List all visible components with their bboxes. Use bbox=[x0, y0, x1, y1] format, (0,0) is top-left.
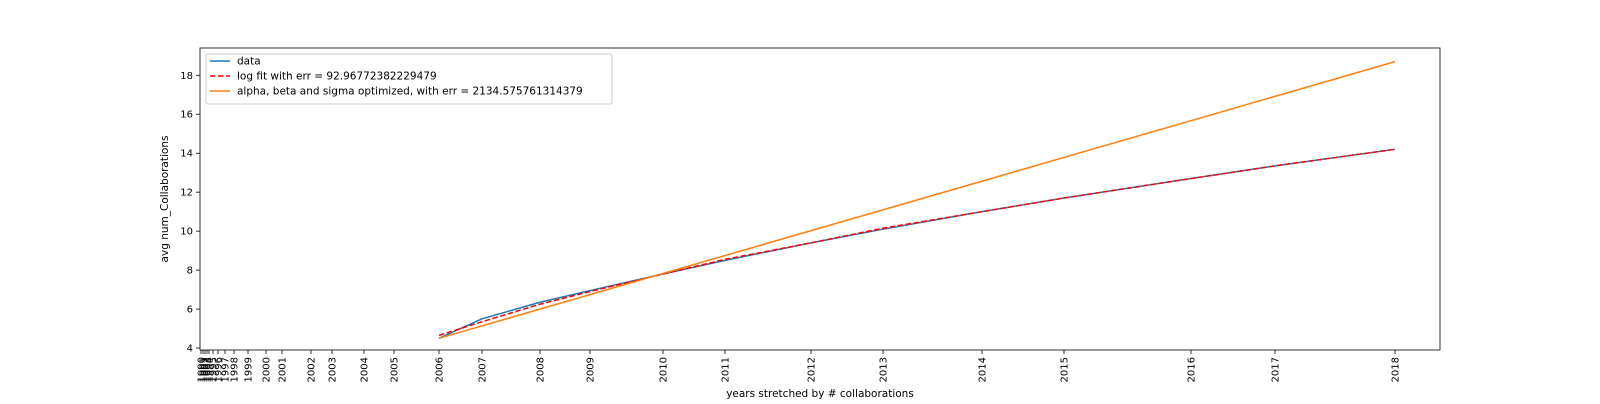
x-tick-label: 1998 bbox=[230, 357, 241, 382]
x-tick-label: 2012 bbox=[807, 357, 818, 382]
y-tick-label: 6 bbox=[187, 305, 193, 316]
x-tick-label: 2004 bbox=[360, 357, 371, 382]
x-tick-label: 2010 bbox=[659, 357, 670, 382]
x-tick-label: 2005 bbox=[390, 357, 401, 382]
y-tick-label: 4 bbox=[187, 344, 193, 355]
x-tick-label: 2017 bbox=[1271, 357, 1282, 382]
x-tick-label: 2015 bbox=[1060, 357, 1071, 382]
x-tick-label: 2006 bbox=[435, 357, 446, 382]
x-tick-label: 2018 bbox=[1391, 357, 1402, 382]
y-axis: 4 6 8 10 12 14 16 18 bbox=[180, 71, 200, 355]
x-tick-label: 1995 bbox=[209, 357, 220, 382]
legend-label-1: log fit with err = 92.96772382229479 bbox=[237, 71, 437, 83]
legend: data log fit with err = 92.96772382229479… bbox=[205, 53, 613, 105]
x-tick-label: 2003 bbox=[328, 357, 339, 382]
x-tick-label: 2016 bbox=[1187, 357, 1198, 382]
series-line-1 bbox=[438, 148, 1396, 337]
legend-box bbox=[205, 53, 613, 105]
x-tick-label: 2013 bbox=[879, 357, 890, 382]
x-tick-label: 2000 bbox=[262, 357, 273, 382]
x-tick-label: 2001 bbox=[278, 357, 289, 382]
x-tick-label: 2002 bbox=[307, 357, 318, 382]
y-tick-label: 8 bbox=[187, 266, 193, 277]
x-tick-label: 1992 bbox=[201, 357, 212, 382]
x-axis-title: years stretched by # collaborations bbox=[726, 388, 914, 400]
y-tick-label: 18 bbox=[180, 71, 193, 82]
x-tick-label: 2011 bbox=[721, 357, 732, 382]
x-tick-label: 2009 bbox=[586, 357, 597, 382]
y-axis-title: avg num_Collaborations bbox=[159, 136, 171, 263]
legend-label-2: alpha, beta and sigma optimized, with er… bbox=[237, 86, 583, 98]
y-tick-label: 14 bbox=[180, 149, 193, 160]
y-tick-label: 10 bbox=[180, 227, 193, 238]
x-tick-label: 1999 bbox=[244, 357, 255, 382]
series-layer bbox=[438, 60, 1396, 340]
y-tick-label: 12 bbox=[180, 188, 193, 199]
series-line-2 bbox=[438, 60, 1396, 340]
x-tick-label: 2007 bbox=[478, 357, 489, 382]
x-tick-label: 1990 bbox=[197, 357, 208, 382]
x-tick-label: 1991 bbox=[199, 357, 210, 382]
x-tick-label: 1996 bbox=[214, 357, 225, 382]
x-tick-label: 1997 bbox=[221, 357, 232, 382]
legend-label-0: data bbox=[237, 56, 261, 68]
x-tick-label: 1993 bbox=[203, 357, 214, 382]
x-tick-label: 1994 bbox=[205, 357, 216, 382]
x-tick-label: 2008 bbox=[536, 357, 547, 382]
y-tick-label: 16 bbox=[180, 110, 193, 121]
x-tick-label: 2014 bbox=[978, 357, 989, 382]
